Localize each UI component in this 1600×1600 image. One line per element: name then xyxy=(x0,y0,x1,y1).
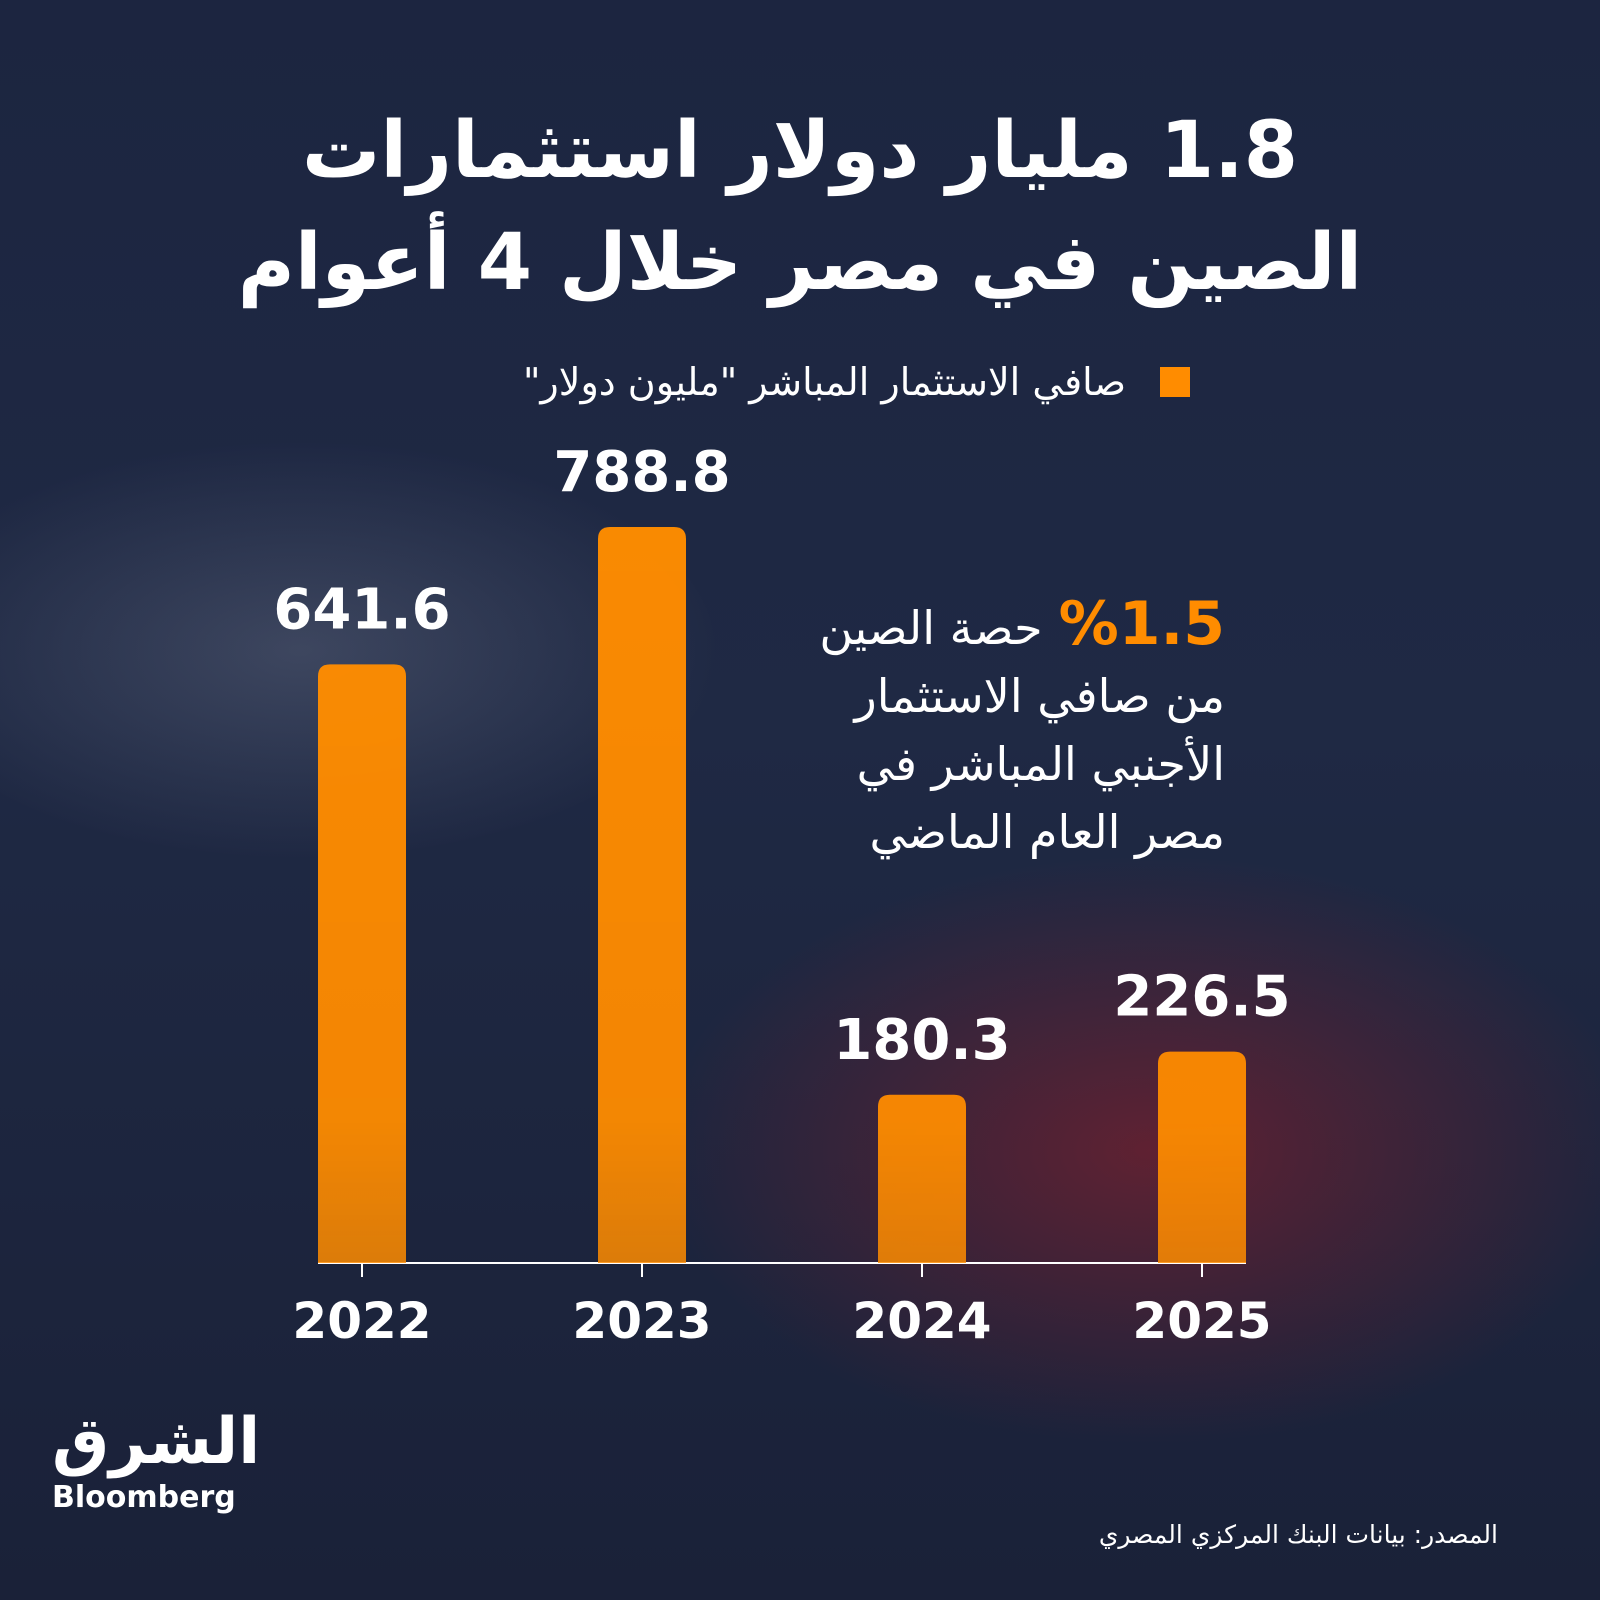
x-tick-label: 2024 xyxy=(852,1292,991,1350)
bar xyxy=(878,1094,966,1263)
bar xyxy=(318,664,406,1263)
logo-arabic: الشرق xyxy=(52,1405,261,1479)
chart-title: 1.8 مليار دولار استثمارات الصين في مصر خ… xyxy=(0,95,1600,319)
title-line: الصين في مصر خلال 4 أعوام xyxy=(237,218,1363,308)
annotation-highlight: %1.5 xyxy=(1058,589,1225,659)
x-tick-label: 2022 xyxy=(292,1292,431,1350)
annotation-line: الأجنبي المباشر في xyxy=(856,737,1225,791)
x-tick-label: 2025 xyxy=(1132,1292,1271,1350)
value-label: 641.6 xyxy=(273,577,450,642)
annotation-line: حصة الصين xyxy=(819,601,1043,655)
value-label: 226.5 xyxy=(1113,965,1290,1030)
legend-label: صافي الاستثمار المباشر "مليون دولار" xyxy=(522,360,1126,404)
value-label: 788.8 xyxy=(553,440,730,505)
annotation-line: مصر العام الماضي xyxy=(869,805,1225,859)
logo-english: Bloomberg xyxy=(52,1480,236,1515)
x-tick-label: 2023 xyxy=(572,1292,711,1350)
annotation-line: من صافي الاستثمار xyxy=(854,669,1225,723)
bar xyxy=(598,527,686,1263)
value-label: 180.3 xyxy=(833,1008,1010,1073)
legend: صافي الاستثمار المباشر "مليون دولار" xyxy=(523,360,1190,404)
title-line: 1.8 مليار دولار استثمارات xyxy=(301,106,1299,196)
bar xyxy=(1158,1051,1246,1263)
annotation: %1.5 حصة الصين من صافي الاستثمار الأجنبي … xyxy=(819,590,1225,866)
legend-swatch xyxy=(1160,367,1190,397)
source: المصدر: بيانات البنك المركزي المصري xyxy=(1098,1520,1498,1549)
